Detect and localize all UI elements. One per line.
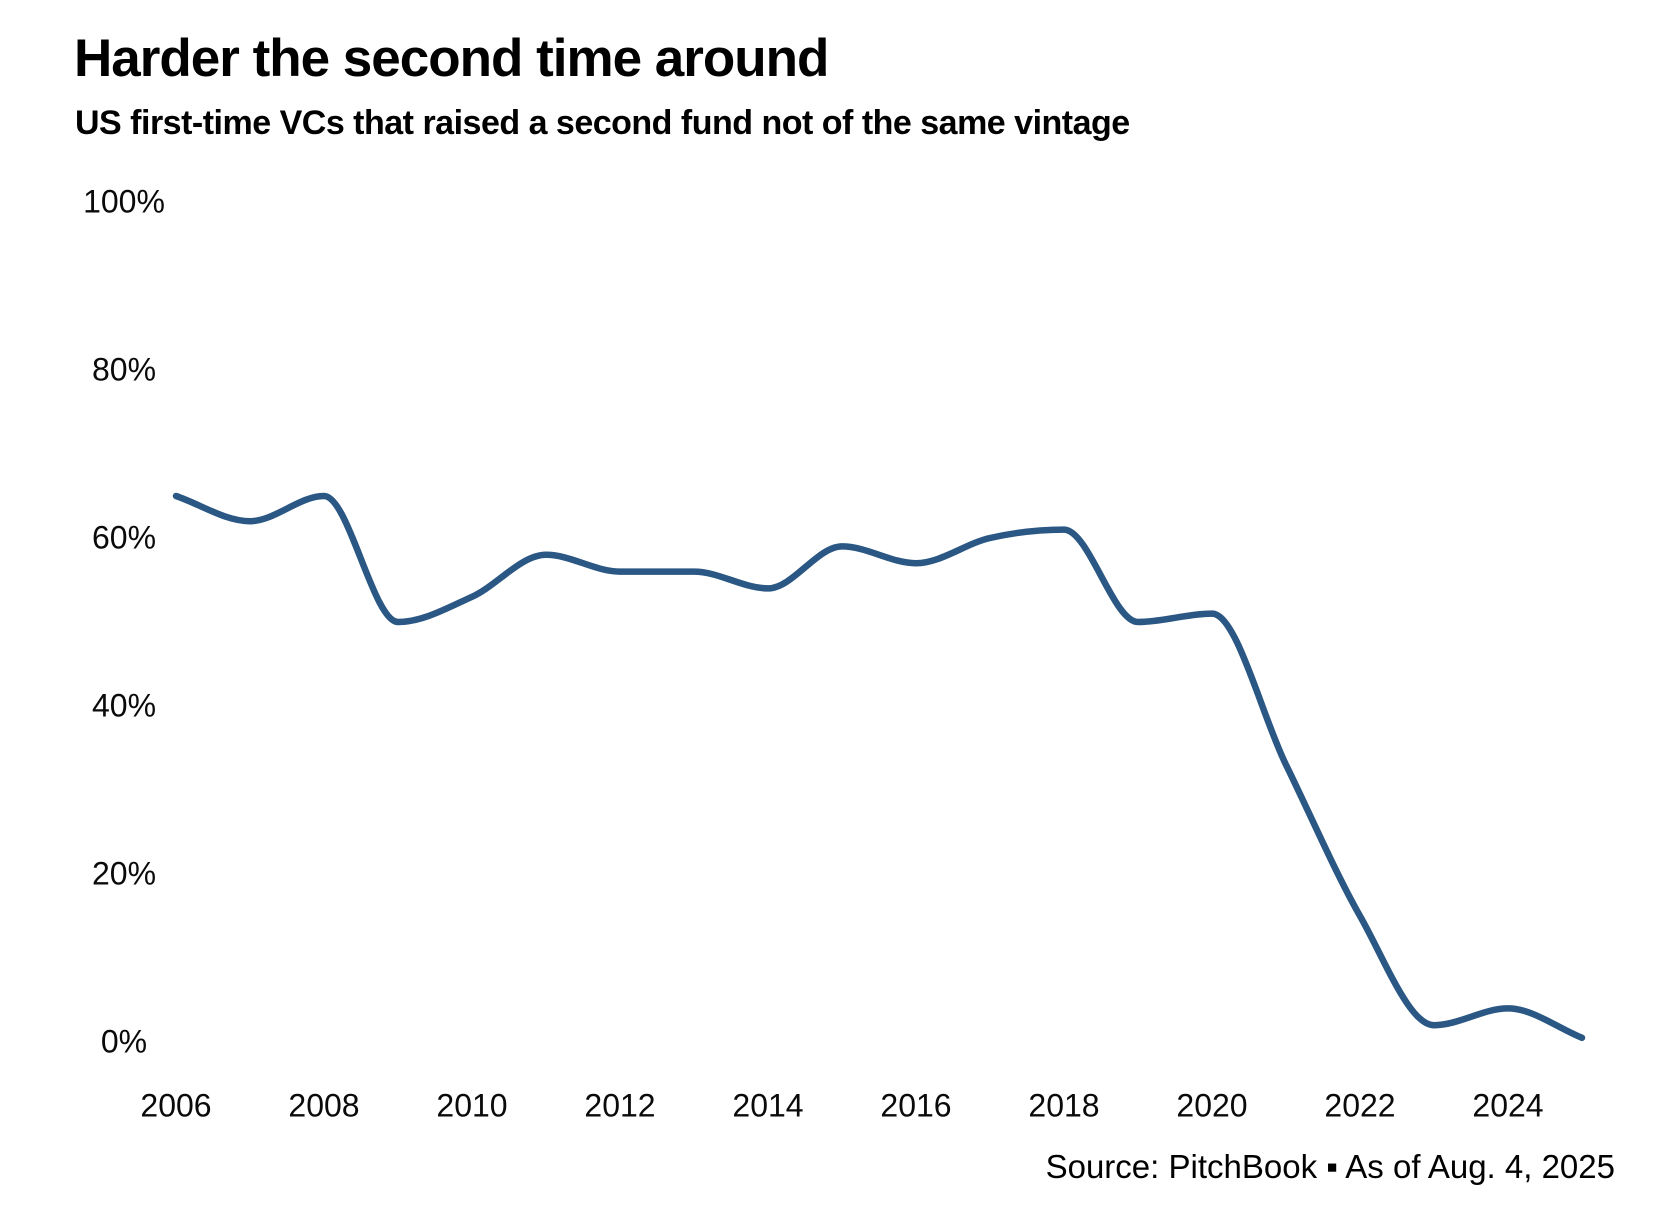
chart-subtitle: US first-time VCs that raised a second f… xyxy=(75,104,1130,142)
y-tick-label: 80% xyxy=(91,351,157,388)
x-tick-label: 2018 xyxy=(1028,1087,1100,1124)
chart-title: Harder the second time around xyxy=(74,29,829,88)
y-tick-label: 100% xyxy=(83,183,165,220)
y-tick-label: 40% xyxy=(91,687,157,724)
x-tick-label: 2024 xyxy=(1472,1087,1544,1124)
x-tick-label: 2006 xyxy=(140,1087,212,1124)
source-note: Source: PitchBook ▪ As of Aug. 4, 2025 xyxy=(1045,1148,1615,1185)
x-tick-label: 2014 xyxy=(732,1087,804,1124)
x-tick-label: 2016 xyxy=(880,1087,952,1124)
y-tick-label: 20% xyxy=(91,855,157,892)
x-tick-label: 2020 xyxy=(1176,1087,1248,1124)
line-series xyxy=(172,492,1586,1042)
x-tick-label: 2012 xyxy=(584,1087,656,1124)
x-tick-label: 2008 xyxy=(288,1087,360,1124)
y-tick-label: 0% xyxy=(100,1023,148,1060)
y-tick-label: 60% xyxy=(91,519,157,556)
x-tick-label: 2022 xyxy=(1324,1087,1396,1124)
x-tick-label: 2010 xyxy=(436,1087,508,1124)
